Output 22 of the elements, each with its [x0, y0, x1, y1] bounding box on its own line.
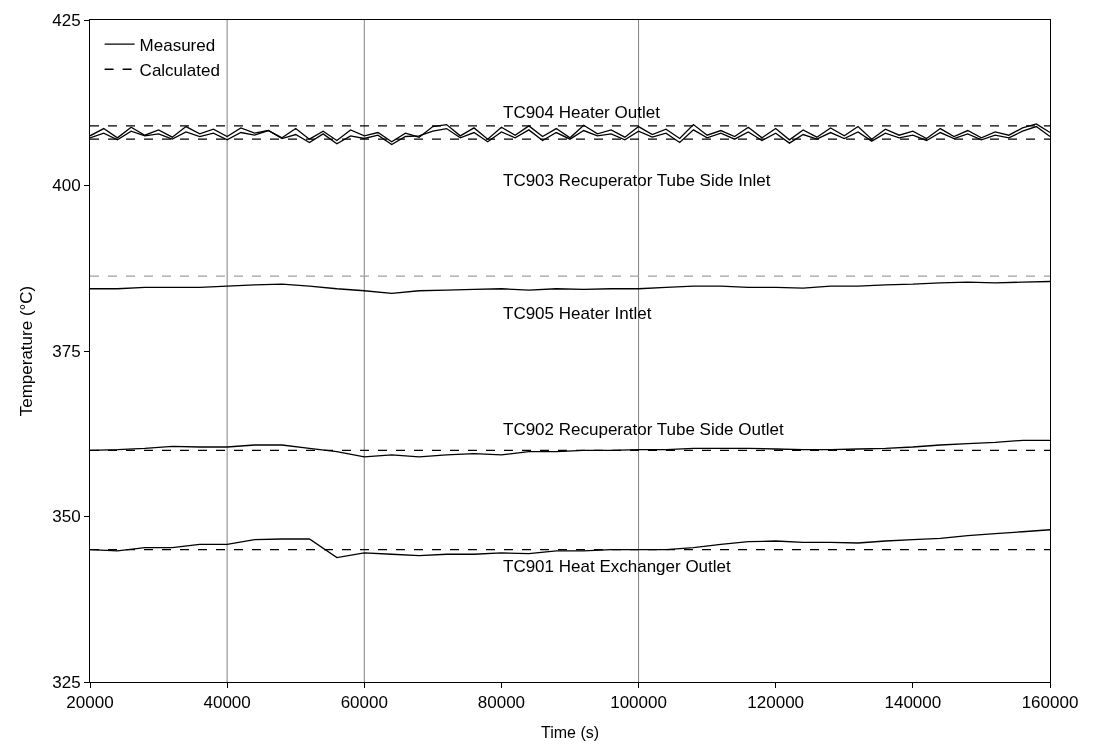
x-tick-label: 120000 — [747, 693, 805, 713]
y-tick-label: 400 — [52, 176, 81, 196]
legend-label: Calculated — [139, 60, 220, 80]
x-tick-label: 80000 — [477, 693, 526, 713]
x-tick-label: 100000 — [610, 693, 667, 713]
annotation: TC901 Heat Exchanger Outlet — [503, 557, 732, 576]
y-axis-title: Temperature (°C) — [16, 285, 36, 417]
x-tick-label: 20000 — [66, 693, 114, 713]
y-tick-label: 375 — [52, 341, 81, 361]
legend-label: Measured — [139, 35, 216, 55]
y-tick-label: 325 — [52, 672, 81, 692]
x-tick-label: 40000 — [203, 693, 251, 713]
y-tick-label: 425 — [52, 10, 81, 30]
annotation: TC903 Recuperator Tube Side Inlet — [503, 171, 771, 190]
x-tick-label: 140000 — [884, 693, 942, 713]
annotation: TC905 Heater Intlet — [503, 304, 652, 323]
y-tick-label: 350 — [52, 507, 81, 527]
annotation: TC904 Heater Outlet — [503, 103, 661, 122]
x-axis-title: Time (s) — [540, 724, 600, 742]
x-tick-label: 160000 — [1021, 693, 1079, 713]
annotation: TC902 Recuperator Tube Side Outlet — [503, 420, 784, 439]
x-tick-label: 60000 — [340, 693, 388, 713]
